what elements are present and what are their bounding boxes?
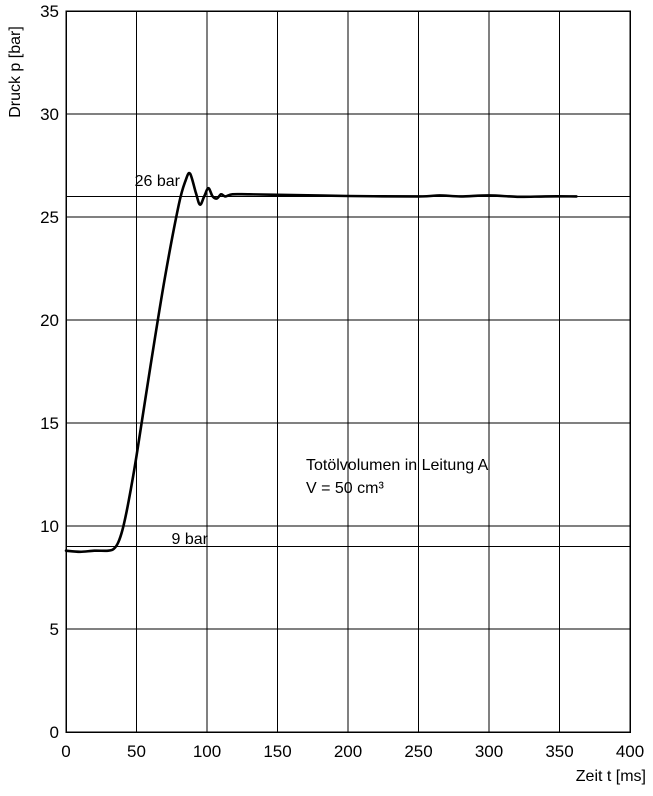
annotation-box: Totölvolumen in Leitung A V = 50 cm³ xyxy=(306,457,489,497)
y-tick-label: 0 xyxy=(50,723,59,742)
reference-label-26: 26 bar xyxy=(135,173,181,190)
x-tick-label: 50 xyxy=(127,742,146,761)
x-tick-label: 200 xyxy=(334,742,362,761)
y-axis-label: Druck p [bar] xyxy=(7,26,24,118)
x-tick-label: 0 xyxy=(61,742,70,761)
x-tick-label: 350 xyxy=(545,742,573,761)
annotation-line-2: V = 50 cm³ xyxy=(306,480,384,497)
x-tick-label: 400 xyxy=(616,742,644,761)
annotation-line-1: Totölvolumen in Leitung A xyxy=(306,457,489,474)
y-tick-label: 30 xyxy=(40,105,59,124)
y-tick-label: 5 xyxy=(50,620,59,639)
y-tick-label: 10 xyxy=(40,517,59,536)
grid-lines xyxy=(66,11,630,732)
tick-labels: 0 50 100 150 200 250 300 350 400 0 5 10 15 20 25 30 35 xyxy=(40,2,644,761)
x-tick-label: 150 xyxy=(263,742,291,761)
y-tick-label: 25 xyxy=(40,208,59,227)
x-axis-label: Zeit t [ms] xyxy=(576,768,646,785)
y-tick-label: 20 xyxy=(40,311,59,330)
x-tick-label: 250 xyxy=(404,742,432,761)
x-tick-label: 100 xyxy=(193,742,221,761)
y-tick-label: 35 xyxy=(40,2,59,21)
pressure-curve xyxy=(64,171,578,554)
plot-frame xyxy=(65,10,631,733)
reference-label-9: 9 bar xyxy=(172,531,209,548)
y-tick-label: 15 xyxy=(40,414,59,433)
x-tick-label: 300 xyxy=(475,742,503,761)
